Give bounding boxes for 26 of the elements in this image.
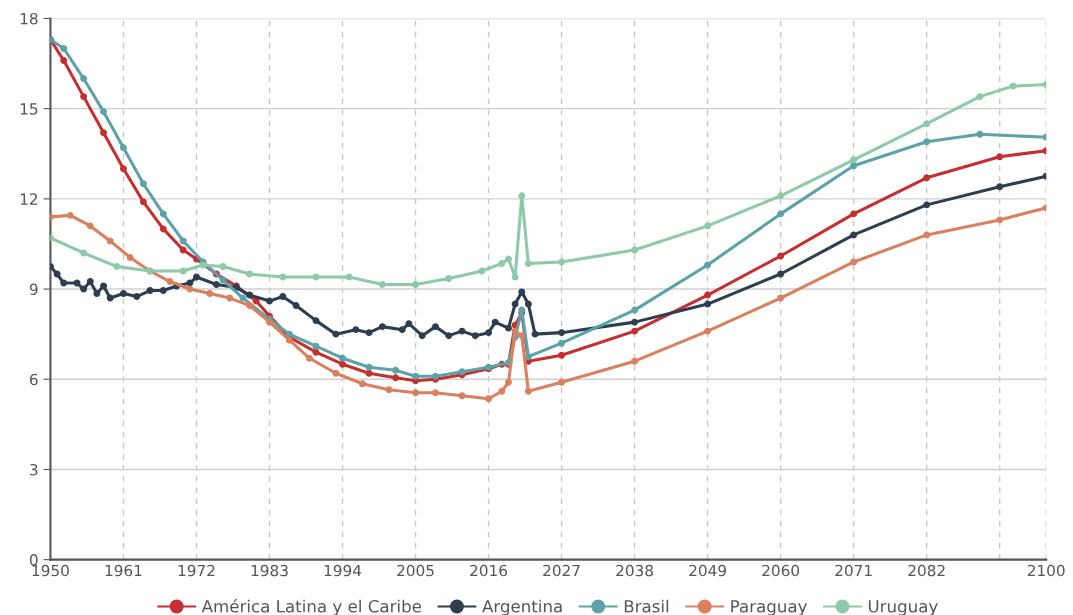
legend-label: Uruguay <box>868 600 938 615</box>
x-tick-label: 2060 <box>762 564 800 577</box>
y-tick-label: 6 <box>29 373 38 386</box>
x-tick-label: 1972 <box>178 564 215 577</box>
x-tick-label: 2005 <box>397 564 434 577</box>
legend-label: América Latina y el Caribe <box>201 599 422 615</box>
y-tick-label: 12 <box>20 193 38 205</box>
y-tick-label: 15 <box>20 103 38 115</box>
x-tick-label: 1994 <box>324 564 362 577</box>
x-tick-label: 2100 <box>1027 564 1065 577</box>
legend-label: Paraguay <box>731 600 807 615</box>
x-tick-label: 2038 <box>616 564 653 577</box>
y-tick-label: 18 <box>20 12 38 25</box>
legend-label: Argentina <box>482 599 562 615</box>
y-tick-label: 9 <box>29 283 38 296</box>
x-tick-label: 1983 <box>251 564 288 577</box>
legend-label: Brasil <box>624 599 669 613</box>
y-tick-label: 0 <box>29 554 38 566</box>
x-tick-label: 2027 <box>543 564 580 577</box>
x-tick-label: 1950 <box>32 564 69 577</box>
x-tick-label: 2049 <box>689 564 726 577</box>
x-tick-label: 2016 <box>470 564 508 577</box>
x-tick-label: 2071 <box>835 564 872 577</box>
x-tick-label: 2082 <box>908 564 945 577</box>
y-tick-label: 3 <box>30 463 38 476</box>
x-tick-label: 1961 <box>105 564 142 577</box>
